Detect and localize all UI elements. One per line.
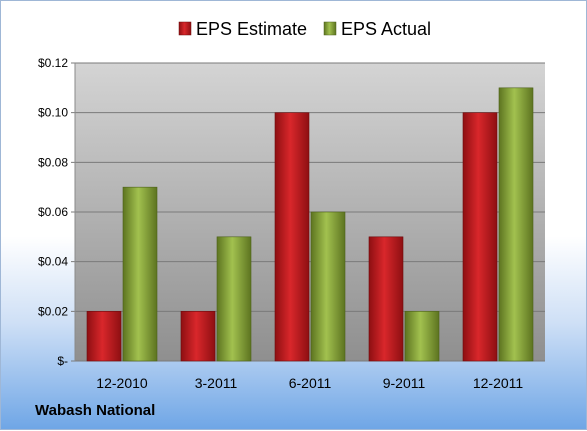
y-tick-label: $0.06: [38, 205, 68, 219]
bars: [86, 87, 534, 362]
x-axis-ticks: 12-2010 3-2011 6-2011 9-2011 12-2011: [96, 375, 523, 391]
bar-eps-estimate-12-2011: [462, 112, 498, 362]
y-tick-label: $0.10: [38, 106, 68, 120]
x-tick-label: 12-2011: [473, 375, 524, 391]
y-axis-ticks: $- $0.02 $0.04 $0.06 $0.08 $0.10 $0.12: [38, 56, 68, 368]
company-name: Wabash National: [35, 402, 156, 419]
legend-label: EPS Estimate: [196, 19, 307, 39]
bar-eps-actual-12-2011: [498, 87, 534, 362]
bar-eps-actual-6-2011: [310, 211, 346, 362]
bar-eps-actual-9-2011: [404, 311, 440, 362]
x-tick-label: 6-2011: [289, 375, 332, 391]
y-tick-label: $0.02: [38, 304, 68, 318]
legend-swatch: [178, 21, 192, 36]
y-tick-label: $0.12: [38, 56, 68, 70]
legend: EPS Estimate EPS Actual: [178, 19, 431, 39]
legend-swatch: [323, 21, 337, 36]
legend-label: EPS Actual: [341, 19, 431, 39]
bar-eps-actual-3-2011: [216, 236, 252, 362]
bar-eps-estimate-6-2011: [274, 112, 310, 362]
x-tick-label: 3-2011: [195, 375, 238, 391]
bar-eps-estimate-12-2010: [86, 311, 122, 362]
y-tick-label: $0.04: [38, 255, 68, 269]
y-tick-label: $0.08: [38, 155, 68, 169]
bar-eps-actual-12-2010: [122, 186, 158, 362]
x-tick-label: 12-2010: [96, 375, 148, 391]
bar-eps-estimate-9-2011: [368, 236, 404, 362]
x-tick-label: 9-2011: [383, 375, 426, 391]
bar-eps-estimate-3-2011: [180, 311, 216, 362]
y-tick-label: $-: [57, 354, 68, 368]
